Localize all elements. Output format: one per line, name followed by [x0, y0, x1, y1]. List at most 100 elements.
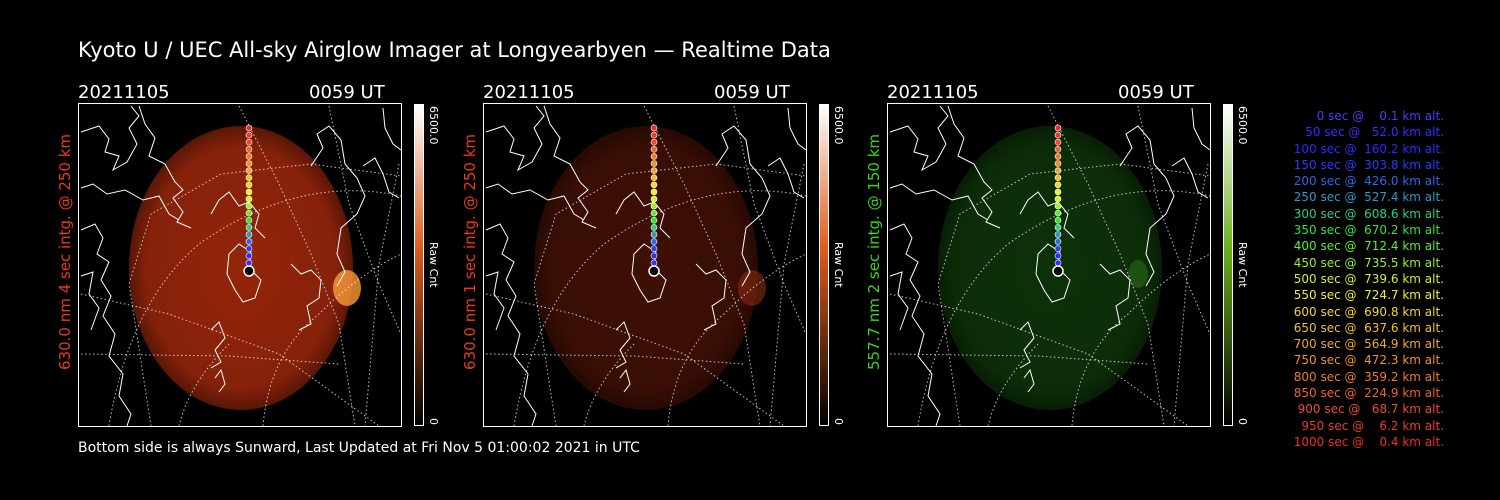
grid-line	[917, 190, 1210, 426]
colorbar	[414, 104, 424, 426]
coastline	[214, 368, 226, 393]
panel-ylabel: 630.0 nm 4 sec intg. @ 250 km	[56, 133, 74, 370]
coastline	[382, 107, 401, 151]
trajectory-point	[1054, 231, 1062, 238]
colorbar-min-label: 0	[427, 418, 440, 425]
trajectory-point	[1054, 195, 1062, 203]
grid-line	[533, 163, 806, 426]
coastline	[226, 243, 262, 303]
coastline	[80, 105, 140, 172]
trajectory-point	[650, 209, 658, 217]
altitude-legend-row: 650 sec @ 637.6 km alt.	[1289, 320, 1444, 335]
coastline	[1099, 263, 1131, 331]
grid-line	[1137, 105, 1210, 335]
trajectory-point	[650, 160, 658, 167]
trajectory-point	[1054, 124, 1062, 132]
coastline	[210, 321, 226, 369]
altitude-legend-row: 800 sec @ 359.2 km alt.	[1289, 369, 1444, 384]
trajectory-point	[1054, 188, 1062, 196]
trajectory-point	[245, 145, 253, 153]
allsky-image	[78, 103, 402, 427]
trajectory-point	[245, 153, 253, 160]
trajectory-point	[1054, 181, 1062, 189]
footer-note: Bottom side is always Sunward, Last Upda…	[78, 440, 640, 456]
trajectory-point	[245, 252, 253, 260]
allsky-map	[889, 105, 1210, 426]
panel-time: 0059 UT	[1118, 82, 1194, 103]
trajectory-point	[245, 259, 253, 267]
altitude-legend-row: 200 sec @ 426.0 km alt.	[1289, 174, 1444, 189]
grid-line	[1047, 105, 1165, 426]
coastline	[1035, 243, 1071, 303]
trajectory-point	[650, 124, 658, 132]
coastline	[80, 271, 100, 331]
coastline	[485, 271, 505, 331]
aurora-patch	[1128, 260, 1148, 288]
airglow-field	[534, 126, 758, 410]
altitude-legend-row: 100 sec @ 160.2 km alt.	[1289, 141, 1444, 156]
colorbar	[1223, 104, 1233, 426]
trajectory-point	[245, 174, 253, 181]
panel-date: 20211105	[887, 82, 979, 103]
grid-line	[80, 353, 340, 365]
grid-line	[108, 190, 401, 426]
coastline	[543, 105, 597, 229]
trajectory-point	[650, 188, 658, 196]
colorbar-max-label: 6500.0	[832, 106, 845, 145]
grid-line	[667, 253, 806, 426]
trajectory-point	[245, 181, 253, 189]
coastline	[1019, 321, 1035, 369]
trajectory-point	[650, 174, 658, 181]
coastline	[767, 157, 805, 199]
trajectory-point	[245, 245, 253, 252]
coastline	[485, 183, 585, 221]
coastline	[485, 223, 537, 426]
coastline	[787, 107, 806, 151]
trajectory-point	[1054, 217, 1062, 224]
coastline	[615, 321, 631, 369]
trajectory-point	[1054, 224, 1062, 231]
coastline	[1119, 125, 1175, 287]
trajectory-point	[650, 217, 658, 224]
trajectory-point	[650, 238, 658, 245]
altitude-legend-row: 300 sec @ 608.6 km alt.	[1289, 206, 1444, 221]
trajectory-point	[1054, 160, 1062, 167]
altitude-legend-row: 350 sec @ 670.2 km alt.	[1289, 223, 1444, 238]
altitude-legend: 0 sec @ 0.1 km alt. 50 sec @ 52.0 km alt…	[1262, 108, 1444, 450]
coastline	[889, 183, 989, 221]
altitude-legend-row: 900 sec @ 68.7 km alt.	[1293, 402, 1444, 417]
trajectory-point	[245, 231, 253, 238]
grid-line	[178, 343, 230, 426]
coastline	[310, 125, 366, 287]
grid-line	[1071, 253, 1210, 426]
colorbar-min-label: 0	[832, 418, 845, 425]
trajectory-point	[650, 145, 658, 153]
coastline	[1019, 191, 1075, 239]
trajectory-point	[245, 160, 253, 167]
grid-line	[889, 353, 1149, 365]
coastline	[889, 223, 941, 426]
panel-time: 0059 UT	[714, 82, 790, 103]
coastline	[889, 271, 909, 331]
trajectory-point	[245, 138, 253, 146]
panel-time: 0059 UT	[309, 82, 385, 103]
panel-ylabel: 630.0 nm 1 sec intg. @ 250 km	[461, 133, 479, 370]
panel-date: 20211105	[483, 82, 575, 103]
station-marker	[648, 265, 660, 277]
colorbar-unit-label: Raw Cnt	[427, 242, 440, 288]
colorbar	[819, 104, 829, 426]
altitude-legend-row: 600 sec @ 690.8 km alt.	[1289, 304, 1444, 319]
trajectory-point	[1054, 138, 1062, 146]
altitude-legend-row: 700 sec @ 564.9 km alt.	[1289, 337, 1444, 352]
grid-line	[769, 163, 805, 426]
trajectory-point	[245, 209, 253, 217]
trajectory-point	[650, 138, 658, 146]
altitude-legend-row: 850 sec @ 224.9 km alt.	[1289, 386, 1444, 401]
altitude-legend-row: 0 sec @ 0.1 km alt.	[1305, 109, 1444, 123]
trajectory-point	[650, 131, 658, 139]
grid-line	[643, 105, 761, 426]
grid-line	[1173, 163, 1209, 426]
station-marker	[243, 265, 255, 277]
grid-line	[238, 105, 356, 426]
airglow-field	[129, 126, 353, 410]
